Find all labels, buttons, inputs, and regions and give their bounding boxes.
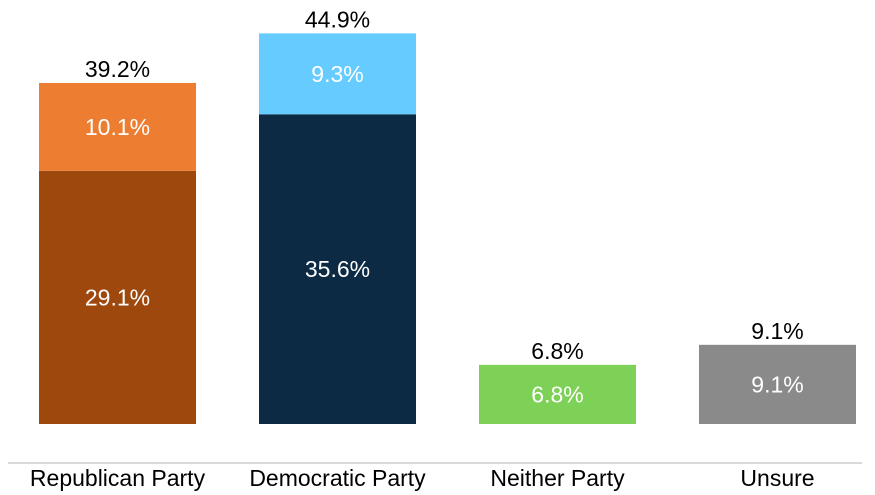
total-data-label: 44.9% [305,6,370,32]
bar-segment [39,82,196,171]
total-data-label: 6.8% [531,338,583,364]
segment-data-label: 35.6% [305,256,370,282]
labels-layer: 29.1% 10.1% 39.2% Republican Party 35.6% 9.3%… [30,6,815,491]
category-tick-label: Democratic Party [249,465,426,491]
segment-data-label: 29.1% [85,284,150,310]
bars-layer [39,33,856,424]
total-data-label: 39.2% [85,56,150,82]
bar-segment [259,33,416,115]
bar-segment [259,114,416,424]
bar-segment [39,170,196,424]
segment-data-label: 9.1% [751,371,803,397]
segment-data-label: 9.3% [311,61,363,87]
bar-segment [479,364,636,424]
category-tick-label: Republican Party [30,465,206,491]
total-data-label: 9.1% [751,318,803,344]
segment-data-label: 6.8% [531,381,583,407]
category-tick-label: Unsure [740,465,814,491]
segment-data-label: 10.1% [85,114,150,140]
bar-segment [699,344,856,424]
category-tick-label: Neither Party [490,465,625,491]
